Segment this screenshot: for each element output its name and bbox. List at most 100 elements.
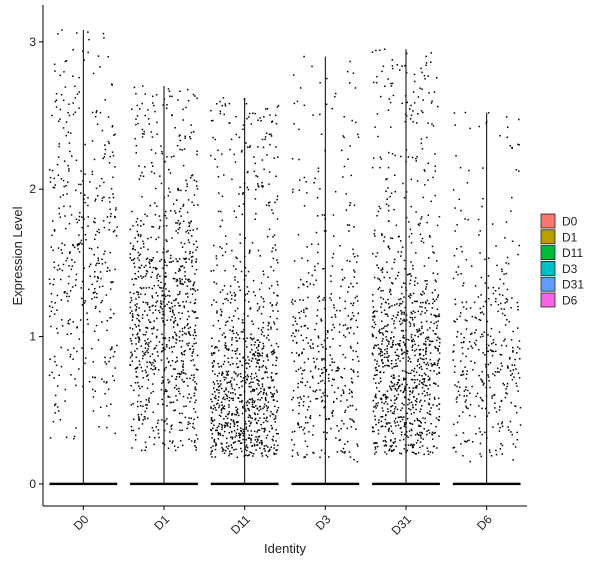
data-point <box>76 350 78 353</box>
data-point <box>106 216 109 218</box>
data-point <box>498 287 500 289</box>
data-point <box>257 249 260 252</box>
data-point <box>381 354 384 356</box>
data-point <box>221 311 223 313</box>
data-point <box>247 356 249 358</box>
data-point <box>300 310 303 313</box>
data-point <box>224 398 226 401</box>
data-point <box>145 404 147 406</box>
data-point <box>183 350 185 353</box>
data-point <box>130 384 132 387</box>
data-point <box>413 323 415 325</box>
data-point <box>264 429 266 431</box>
data-point <box>351 312 354 314</box>
data-point <box>165 239 167 241</box>
data-point <box>106 270 108 273</box>
data-point <box>210 453 212 455</box>
data-point <box>57 174 60 176</box>
data-point <box>346 70 349 73</box>
data-point <box>76 243 79 246</box>
data-point <box>131 447 133 449</box>
data-point <box>59 118 61 120</box>
data-point <box>103 196 105 198</box>
data-point <box>277 284 279 286</box>
data-point <box>182 369 184 371</box>
data-point <box>265 417 268 419</box>
data-point <box>420 382 423 384</box>
data-point <box>398 355 400 358</box>
data-point <box>181 312 184 314</box>
data-point <box>227 381 230 384</box>
data-point <box>195 240 198 243</box>
data-point <box>93 296 96 299</box>
data-point <box>227 391 230 393</box>
data-point <box>410 232 413 235</box>
data-point <box>377 288 380 290</box>
data-point <box>246 346 248 348</box>
data-point <box>455 248 458 250</box>
data-point <box>227 357 229 360</box>
data-point <box>187 279 189 281</box>
data-point <box>430 102 433 104</box>
data-point <box>293 430 296 433</box>
data-point <box>404 306 406 309</box>
data-point <box>407 444 410 446</box>
data-point <box>372 252 374 255</box>
data-point <box>271 209 273 211</box>
data-point <box>182 301 184 303</box>
data-point <box>464 401 467 403</box>
data-point <box>466 320 468 322</box>
data-point <box>489 349 492 351</box>
data-point <box>296 452 299 454</box>
data-point <box>140 247 142 249</box>
data-point <box>323 394 326 397</box>
data-point <box>427 402 430 405</box>
data-point <box>223 332 225 334</box>
data-point <box>154 366 157 369</box>
data-point <box>518 118 520 121</box>
data-point <box>401 322 403 324</box>
data-point <box>256 378 258 381</box>
data-point <box>82 50 84 52</box>
data-point <box>405 287 407 289</box>
data-point <box>91 283 93 286</box>
data-point <box>490 342 493 345</box>
data-point <box>192 334 195 337</box>
data-point <box>245 423 247 425</box>
data-point <box>249 250 251 253</box>
data-point <box>246 286 249 288</box>
data-point <box>351 418 353 421</box>
data-point <box>291 449 294 451</box>
data-point <box>92 396 95 398</box>
data-point <box>243 430 245 433</box>
data-point <box>262 407 264 410</box>
data-point <box>433 252 435 254</box>
data-point <box>438 315 441 317</box>
data-point <box>133 257 136 260</box>
data-point <box>487 287 490 289</box>
data-point <box>194 311 197 313</box>
data-point <box>438 408 440 410</box>
data-point <box>419 348 422 351</box>
data-point <box>387 109 390 111</box>
data-point <box>211 370 214 372</box>
plot-area <box>48 29 522 486</box>
data-point <box>153 326 155 329</box>
data-point <box>245 446 247 448</box>
data-point <box>147 351 149 354</box>
data-point <box>257 419 260 422</box>
data-point <box>352 269 355 272</box>
data-point <box>163 369 166 372</box>
data-point <box>213 383 216 385</box>
data-point <box>265 394 268 396</box>
data-point <box>223 390 225 392</box>
data-point <box>348 230 350 232</box>
data-point <box>210 406 212 408</box>
data-point <box>515 411 518 414</box>
data-point <box>156 317 158 320</box>
data-point <box>374 367 377 369</box>
data-point <box>89 275 91 277</box>
data-point <box>115 235 118 237</box>
data-point <box>430 313 432 316</box>
data-point <box>317 350 320 353</box>
